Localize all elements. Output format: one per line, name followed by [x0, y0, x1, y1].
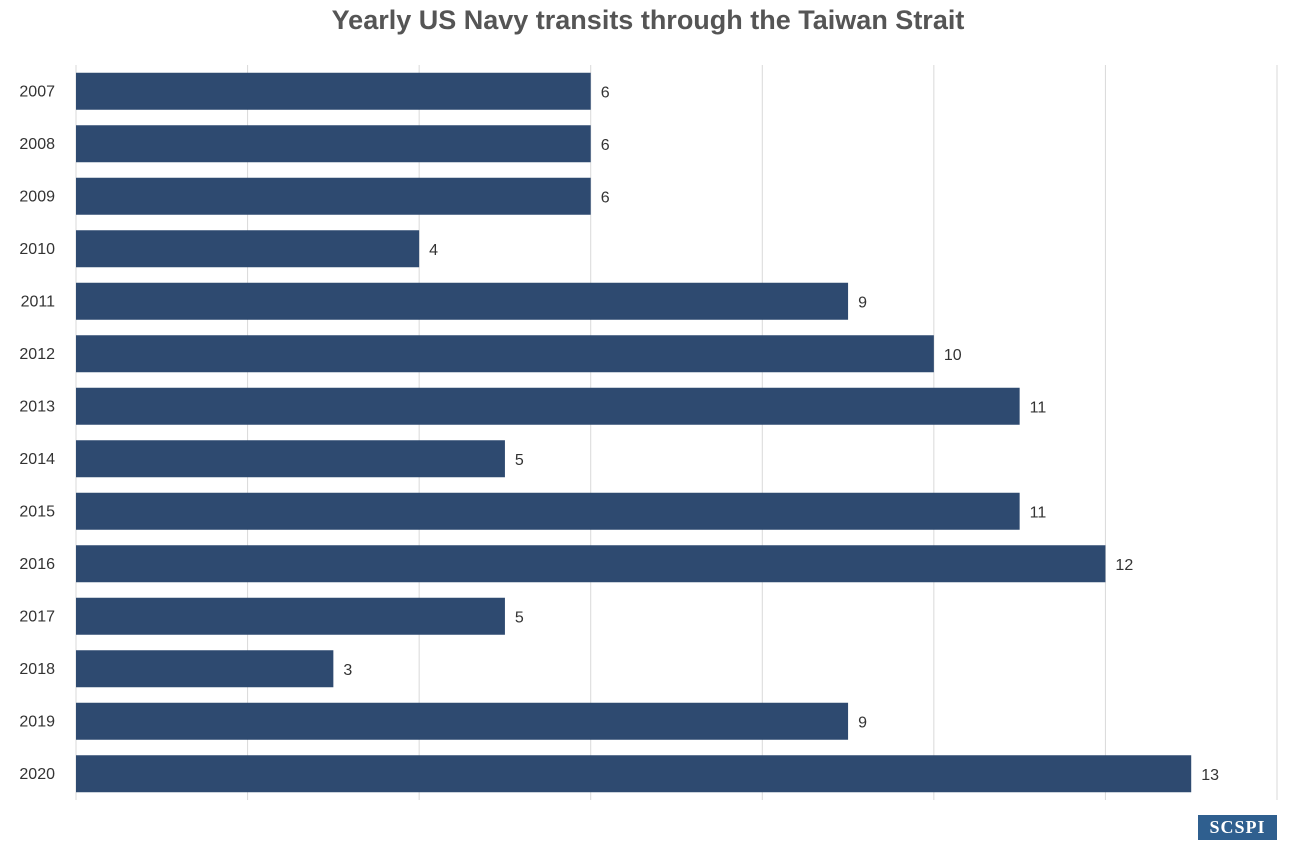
logo: SCSPI: [1209, 817, 1265, 837]
y-tick-label: 2017: [19, 608, 55, 625]
bar: [76, 440, 505, 478]
data-label: 4: [429, 242, 438, 259]
data-label: 12: [1115, 557, 1133, 574]
data-label: 6: [601, 137, 610, 154]
y-tick-label: 2014: [19, 451, 55, 468]
bar: [76, 702, 849, 740]
data-label: 11: [1030, 399, 1047, 416]
y-tick-label: 2010: [19, 241, 55, 258]
data-label: 9: [858, 714, 867, 731]
chart-title: Yearly US Navy transits through the Taiw…: [332, 5, 965, 35]
bar: [76, 230, 420, 268]
data-label: 3: [343, 662, 352, 679]
y-tick-label: 2016: [19, 556, 55, 573]
bar: [76, 545, 1106, 583]
data-label: 10: [944, 347, 962, 364]
y-tick-label: 2008: [19, 136, 55, 153]
bar: [76, 597, 505, 635]
data-label: 6: [601, 84, 610, 101]
bar: [76, 387, 1020, 425]
bar: [76, 650, 334, 688]
data-label: 5: [515, 452, 524, 469]
y-tick-label: 2012: [19, 346, 55, 363]
data-label: 9: [858, 294, 867, 311]
y-tick-label: 2007: [19, 83, 55, 100]
bar: [76, 755, 1192, 793]
bar: [76, 72, 591, 110]
data-label: 11: [1030, 504, 1047, 521]
y-tick-label: 2019: [19, 713, 55, 730]
bar: [76, 125, 591, 163]
bar: [76, 492, 1020, 530]
bar: [76, 335, 934, 373]
bar: [76, 282, 849, 320]
data-label: 5: [515, 609, 524, 626]
data-label: 6: [601, 189, 610, 206]
y-tick-label: 2015: [19, 503, 55, 520]
logo-box: [1198, 815, 1277, 840]
y-tick-label: 2018: [19, 661, 55, 678]
bar: [76, 177, 591, 215]
y-tick-label: 2020: [19, 766, 55, 783]
y-tick-label: 2009: [19, 188, 55, 205]
y-tick-label: 2011: [21, 293, 56, 310]
y-tick-label: 2013: [19, 398, 55, 415]
data-label: 13: [1201, 767, 1219, 784]
